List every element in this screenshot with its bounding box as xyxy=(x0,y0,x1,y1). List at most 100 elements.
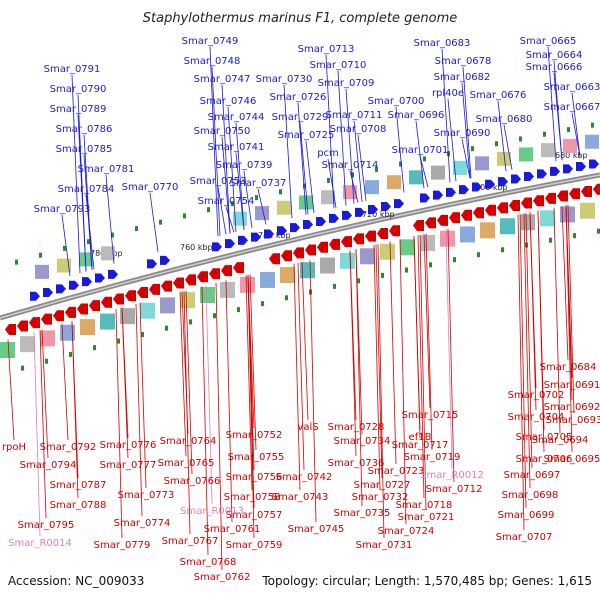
gene-label: Smar_0725 xyxy=(278,130,335,141)
gene-label: Smar_0734 xyxy=(334,436,391,447)
position-tick xyxy=(165,325,168,331)
gene-label: Smar_0790 xyxy=(50,84,107,95)
gene-label: Smar_0693 xyxy=(546,415,600,426)
forward-feature-block xyxy=(431,165,445,180)
reverse-gene-arrow xyxy=(17,320,28,332)
gene-label: Smar_0788 xyxy=(50,500,107,511)
gene-label: Smar_0680 xyxy=(476,114,533,125)
gene-label: Smar_0663 xyxy=(544,82,600,93)
leader-line xyxy=(245,275,253,491)
reverse-gene-arrow xyxy=(281,250,292,262)
forward-feature-block xyxy=(453,160,467,175)
leader-line xyxy=(85,194,95,270)
leader-line xyxy=(353,120,363,202)
leader-line xyxy=(61,214,71,276)
gene-label: Smar_0741 xyxy=(208,142,265,153)
gene-label: Smar_0747 xyxy=(194,74,251,85)
leader-line xyxy=(301,261,309,421)
reverse-gene-arrow xyxy=(65,306,76,318)
gene-label: Smar_0700 xyxy=(368,96,425,107)
leader-line xyxy=(567,204,575,414)
leader-line xyxy=(395,106,405,193)
reverse-gene-arrow xyxy=(173,277,184,289)
reverse-feature-block xyxy=(140,302,155,319)
reverse-feature-block xyxy=(260,271,275,288)
reverse-feature-block xyxy=(100,313,115,330)
reverse-gene-arrow xyxy=(137,287,148,299)
position-tick xyxy=(87,239,90,245)
gene-label: Smar_R0012 xyxy=(420,470,484,481)
gene-label: Smar_0794 xyxy=(20,460,77,471)
forward-gene-arrow xyxy=(537,169,547,179)
leader-line xyxy=(357,134,367,201)
leader-line xyxy=(77,114,87,272)
gene-label: Smar_0789 xyxy=(50,104,107,115)
forward-gene-arrow xyxy=(381,202,391,212)
leader-line xyxy=(325,54,335,209)
forward-gene-arrow xyxy=(550,166,560,176)
leader-line xyxy=(305,140,315,213)
leader-line xyxy=(445,229,453,469)
gene-label: Smar_0701 xyxy=(392,145,449,156)
position-tick xyxy=(573,233,576,239)
position-tick xyxy=(549,237,552,243)
leader-line xyxy=(221,136,231,234)
reverse-feature-block xyxy=(420,234,435,251)
forward-gene-arrow xyxy=(316,216,326,226)
gene-label: Smar_0728 xyxy=(328,422,385,433)
position-tick xyxy=(405,267,408,273)
reverse-gene-arrow xyxy=(41,313,52,325)
position-tick xyxy=(189,319,192,325)
gene-label: Smar_0793 xyxy=(34,204,91,215)
position-tick xyxy=(453,257,456,263)
leader-line xyxy=(377,244,385,539)
leader-line xyxy=(105,174,115,264)
position-tick xyxy=(15,259,18,265)
leader-line xyxy=(243,170,253,228)
gene-label: Smar_0756 xyxy=(226,472,283,483)
gene-label: Smar_0699 xyxy=(498,510,555,521)
forward-gene-arrow xyxy=(290,223,300,233)
forward-gene-arrow xyxy=(433,190,443,200)
gene-label: rpl40e xyxy=(432,88,464,99)
forward-feature-block xyxy=(365,180,379,195)
gene-label: Smar_R0014 xyxy=(8,538,72,549)
reverse-feature-block xyxy=(480,222,495,239)
gene-label: Smar_0770 xyxy=(122,182,179,193)
leader-line xyxy=(327,158,337,208)
reverse-gene-arrow xyxy=(485,204,496,216)
reverse-gene-arrow xyxy=(161,280,172,292)
gene-label: Smar_0781 xyxy=(78,164,135,175)
reverse-gene-arrow xyxy=(101,296,112,308)
reverse-gene-arrow xyxy=(185,274,196,286)
gene-label: Smar_0749 xyxy=(182,36,239,47)
position-tick xyxy=(285,295,288,301)
reverse-gene-arrow xyxy=(209,268,220,280)
leader-line xyxy=(225,280,233,523)
gene-label: Smar_0698 xyxy=(502,490,559,501)
reverse-gene-arrow xyxy=(377,227,388,239)
leader-line xyxy=(71,321,79,499)
gene-label: Smar_0764 xyxy=(160,436,217,447)
reverse-feature-block xyxy=(340,252,355,269)
gene-label: Smar_0735 xyxy=(334,508,391,519)
forward-gene-arrow xyxy=(69,280,79,290)
leader-line xyxy=(7,339,15,441)
gene-label: Smar_0718 xyxy=(396,500,453,511)
leader-line xyxy=(497,100,507,172)
position-tick xyxy=(93,345,96,351)
leader-line xyxy=(553,72,563,161)
gene-label: Smar_0776 xyxy=(100,440,157,451)
reverse-gene-arrow xyxy=(293,247,304,259)
position-tick xyxy=(39,252,42,258)
gene-label: Smar_0695 xyxy=(544,454,600,465)
gene-label: Smar_0694 xyxy=(532,435,589,446)
leader-line xyxy=(462,66,472,179)
forward-gene-arrow xyxy=(238,235,248,245)
leader-line xyxy=(447,98,457,182)
position-tick xyxy=(159,219,162,225)
forward-gene-arrow xyxy=(147,259,157,269)
reverse-gene-arrow xyxy=(497,202,508,214)
leader-line xyxy=(247,274,255,539)
gene-label: Smar_0752 xyxy=(226,430,283,441)
